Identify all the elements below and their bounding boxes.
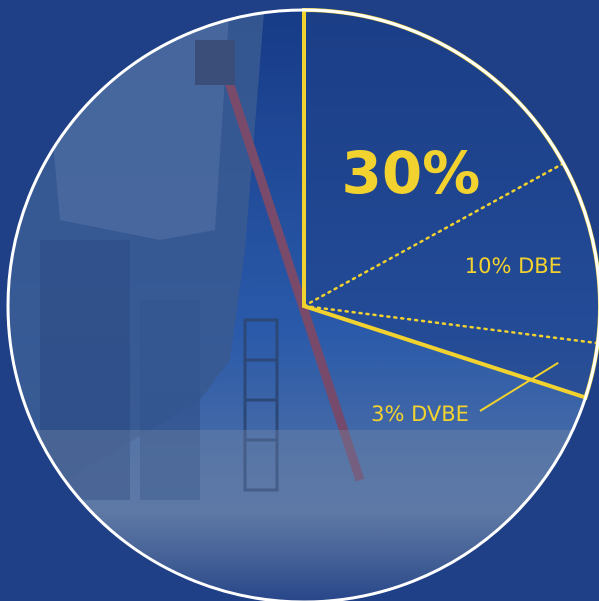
label-3-percent-dvbe: 3% DVBE — [371, 402, 469, 426]
pie-outline — [6, 8, 599, 601]
slice-3-percent-dvbe-boundary — [302, 304, 599, 345]
slice-10-percent-dbe-boundary — [302, 162, 565, 308]
pie-labels: 30% 10% DBE 3% DVBE — [341, 139, 561, 426]
label-30-percent: 30% — [341, 139, 480, 207]
slice-30-percent-fill — [304, 10, 599, 398]
label-10-percent-dbe: 10% DBE — [465, 254, 562, 278]
label-3-percent-dvbe-leader — [479, 361, 559, 412]
